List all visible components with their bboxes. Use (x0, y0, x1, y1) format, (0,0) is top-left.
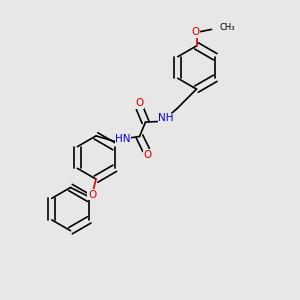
Text: O: O (143, 149, 152, 160)
Text: NH: NH (158, 113, 174, 123)
Text: O: O (191, 27, 200, 37)
Text: O: O (135, 98, 144, 108)
Text: O: O (88, 190, 96, 200)
Text: HN: HN (115, 134, 131, 145)
Text: CH₃: CH₃ (219, 23, 235, 32)
